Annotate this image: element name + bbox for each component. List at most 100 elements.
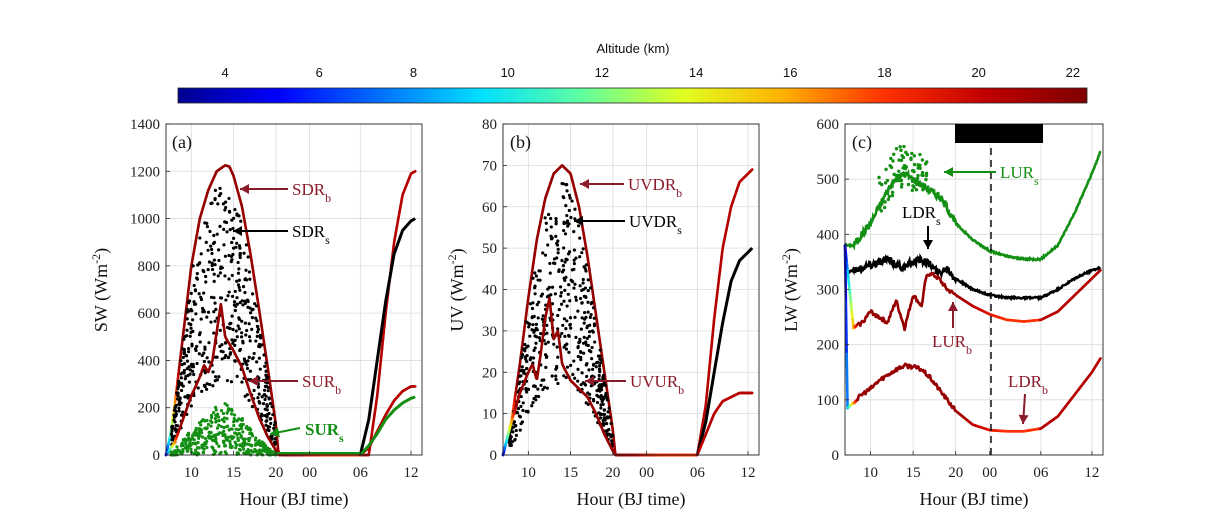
series-uvdrs-point [559,291,563,295]
panel-b-annotations: UVDRb UVDRs UVURb [574,175,684,397]
series-uvdrs-point [510,440,514,444]
series-sdrs-point [214,307,218,312]
series-sdrs-point [230,240,234,245]
series-surs-point [214,419,219,423]
series-uvdrs-point [541,251,545,255]
series-uvdrs-point [560,258,564,263]
series-sdrs-point [245,328,249,333]
series-sdrs-point [182,361,187,366]
series-uvdrs-point [534,398,538,402]
series-surs-point [213,449,217,453]
series-sdrs-point [200,353,204,358]
series-sdrs-point [270,434,274,438]
panel-a-xlabel: Hour (BJ time) [240,489,349,510]
series-sdrs-point [170,429,174,433]
series-surs-point [245,442,249,446]
series-lurs-point [910,188,915,193]
series-sdrs-point [233,343,237,347]
series-surs-point [217,423,221,427]
series-uvdrs-point [545,323,549,327]
series-sdrs-point [187,299,192,303]
series-uvdrs-point [562,276,566,280]
series-uvdrs-point [545,386,549,390]
series-uvdrs-point [586,289,590,293]
series-uvdrs-point [562,246,566,250]
panel-c-plot [843,144,1102,433]
panel-c-label: (c) [852,132,872,153]
series-surs-point [223,402,227,406]
xtick-label: 12 [741,465,756,481]
series-surs-point [205,445,209,450]
series-surs-point [253,443,257,447]
ytick-label: 60 [482,200,497,216]
series-uvdrs-point [568,299,572,303]
panel-a-annotations: SDRb SDRs SURb SURs [233,180,344,445]
series-uvdrs-point [555,243,560,247]
series-sdrs-point [257,392,261,396]
series-uvdrs-point [561,323,565,327]
series-sdrs-point [237,278,241,282]
series-surs-point [181,448,185,452]
series-sdrs-point [248,277,252,281]
series-sdrs-point [191,318,195,322]
series-sdrs-point [268,417,272,421]
series-uvdrs-point [570,279,575,284]
series-sdrs-point [179,383,184,387]
series-lurs-point [885,178,890,183]
panel-b-xticks: 10 15 20 00 06 12 [521,451,756,481]
series-surs-point [209,431,213,435]
series-uvdrs-point [561,264,566,268]
series-sdrb-segment [381,331,385,343]
series-uvdrs-point [534,335,539,339]
series-uvdrs-point [582,335,586,339]
series-lurs-point [883,181,888,185]
series-sdrs-point [188,372,192,376]
series-uvdrs-point [543,253,548,257]
series-sdrs-point [246,359,250,363]
series-uvdrs-point [607,428,611,432]
series-sdrs-point [208,382,212,387]
series-surs-point [235,432,239,436]
colorbar-title: Altitude (km) [597,41,670,56]
series-surs-point [209,413,214,417]
series-uvdrs-point [520,353,525,357]
series-lurs-point [886,197,891,202]
series-lurs-point [910,151,914,156]
series-surs-point [221,433,225,438]
xtick-label: 00 [982,465,997,481]
panel-a-label: (a) [172,132,192,153]
ytick-label: 100 [817,393,840,409]
series-sdrs-point [238,246,242,250]
panel-c-yticks: 0 100 200 300 400 500 600 [817,117,849,464]
annotation-sdrb: SDRb [292,180,331,205]
series-sdrs-point [239,219,243,223]
series-sdrs-point [258,367,262,371]
series-sdrs-point [270,405,274,409]
series-sdrs-point [238,347,243,352]
series-uvdrs-point [586,278,590,282]
series-surs-point [242,451,246,455]
panel-c: 0 100 200 300 400 500 600 10 15 20 00 06 12 (c) LW … [779,117,1104,510]
series-uvdrs-point [540,317,544,321]
series-sdrs-point [256,330,260,334]
series-uvdrs-point [512,420,517,424]
series-uvdrs-point [565,304,569,308]
series-surs-point [194,426,198,431]
series-uvdrs-point [576,354,580,359]
series-sdrs-point [212,272,216,276]
series-uvdrs-point [590,300,594,304]
series-surs-point [213,405,218,409]
series-sdrs-point [210,247,214,252]
series-sdrs-point [218,186,222,190]
series-sdrs-point [247,322,251,326]
series-sdrs-point [208,229,212,234]
series-surs-point [257,448,262,453]
xtick-label: 06 [690,465,706,481]
series-uvdrs-point [525,345,529,349]
colorbar-tick-label: 12 [595,65,609,80]
series-lurs-point [900,154,904,158]
series-sdrs-point [234,329,238,333]
series-sdrs-point [247,355,251,359]
series-uvdrs-point [536,316,540,320]
series-uvdrs-point [604,383,608,388]
